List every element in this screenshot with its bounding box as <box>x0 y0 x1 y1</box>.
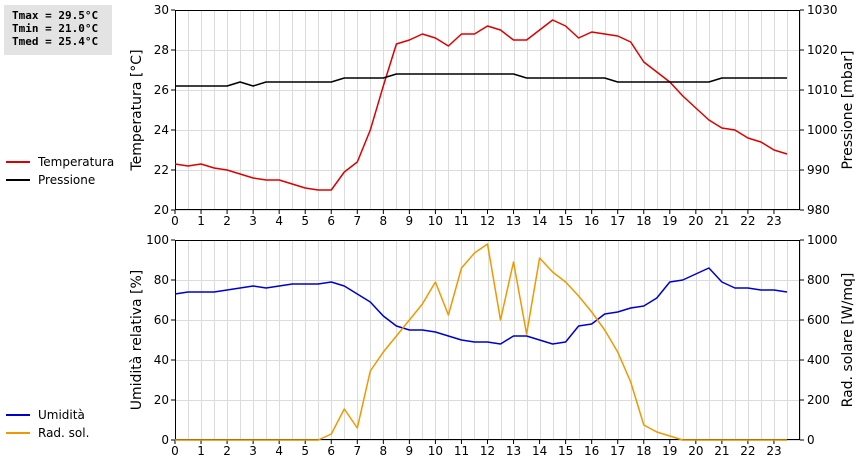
x-tick-label: 5 <box>301 444 309 458</box>
x-tick-label: 23 <box>766 444 781 458</box>
y2-tick-label: 980 <box>807 203 830 217</box>
x-tick-label: 6 <box>327 214 335 228</box>
y2-tick-label: 1010 <box>807 83 838 97</box>
x-tick-label: 6 <box>327 444 335 458</box>
x-tick-label: 13 <box>506 214 521 228</box>
x-tick-label: 7 <box>353 214 361 228</box>
x-tick-label: 21 <box>714 444 729 458</box>
x-tick-label: 2 <box>223 444 231 458</box>
y2-axis-title: Rad. solare [W/mq] <box>840 273 856 408</box>
x-tick-label: 16 <box>584 444 599 458</box>
stats-box: Tmax = 29.5°C Tmin = 21.0°C Tmed = 25.4°… <box>4 5 112 55</box>
x-tick-label: 12 <box>480 444 495 458</box>
y-tick-label: 22 <box>154 163 169 177</box>
chart-panel-1: 0 1 2 3 4 5 6 7 8 9 10 11 12 13 14 15 16 17 18 19 20 21 22 2320… <box>6 3 856 228</box>
x-tick-label: 5 <box>301 214 309 228</box>
legend-label: Temperatura <box>37 155 114 169</box>
y-tick-label: 20 <box>154 203 169 217</box>
chart-panel-2: 0 1 2 3 4 5 6 7 8 9 10 11 12 13 14 15 16 17 18 19 20 21 22 2302… <box>6 233 856 458</box>
y2-tick-label: 400 <box>807 353 830 367</box>
series-line-0 <box>174 267 788 345</box>
plot-frame <box>175 240 800 440</box>
y2-tick-label: 1000 <box>807 123 838 137</box>
x-tick-label: 18 <box>636 214 651 228</box>
y-tick-label: 28 <box>154 43 169 57</box>
x-tick-label: 2 <box>223 214 231 228</box>
y-axis-title: Umidità relativa [%] <box>129 270 145 411</box>
x-tick-label: 7 <box>353 444 361 458</box>
x-tick-label: 19 <box>662 444 677 458</box>
y2-tick-label: 600 <box>807 313 830 327</box>
stat-tmin: Tmin = 21.0°C <box>12 22 99 35</box>
series-line-0 <box>174 19 788 191</box>
x-tick-label: 16 <box>584 214 599 228</box>
y-tick-label: 0 <box>161 433 169 447</box>
x-tick-label: 3 <box>249 444 257 458</box>
x-tick-label: 9 <box>406 444 414 458</box>
y-tick-label: 100 <box>146 233 169 247</box>
stat-tmed: Tmed = 25.4°C <box>12 35 99 48</box>
y-tick-label: 24 <box>154 123 169 137</box>
x-tick-label: 3 <box>249 214 257 228</box>
y2-axis-title: Pressione [mbar] <box>840 50 856 169</box>
x-tick-label: 9 <box>406 214 414 228</box>
y-tick-label: 40 <box>154 353 169 367</box>
plot-frame <box>175 10 800 210</box>
x-tick-label: 1 <box>197 214 205 228</box>
x-tick-label: 22 <box>740 214 755 228</box>
y-tick-label: 60 <box>154 313 169 327</box>
y2-tick-label: 1030 <box>807 3 838 17</box>
x-tick-label: 23 <box>766 214 781 228</box>
y-axis-title: Temperatura [°C] <box>129 49 145 171</box>
x-tick-label: 21 <box>714 214 729 228</box>
x-tick-label: 15 <box>558 214 573 228</box>
x-tick-label: 10 <box>428 444 443 458</box>
legend-label: Rad. sol. <box>38 426 89 440</box>
x-tick-label: 10 <box>428 214 443 228</box>
x-tick-label: 18 <box>636 444 651 458</box>
series-line-1 <box>175 73 787 87</box>
x-tick-label: 20 <box>688 214 703 228</box>
legend-label: Pressione <box>38 173 95 187</box>
y2-tick-label: 0 <box>807 433 815 447</box>
x-tick-label: 22 <box>740 444 755 458</box>
x-tick-label: 14 <box>532 214 547 228</box>
y-tick-label: 26 <box>154 83 169 97</box>
y2-tick-label: 990 <box>807 163 830 177</box>
x-tick-label: 13 <box>506 444 521 458</box>
x-tick-label: 15 <box>558 444 573 458</box>
x-tick-label: 20 <box>688 444 703 458</box>
x-tick-label: 8 <box>380 444 388 458</box>
x-tick-label: 4 <box>275 214 283 228</box>
y-tick-label: 20 <box>154 393 169 407</box>
x-tick-label: 14 <box>532 444 547 458</box>
y2-tick-label: 1020 <box>807 43 838 57</box>
x-tick-label: 0 <box>171 444 179 458</box>
series-line-1 <box>175 243 787 441</box>
y2-tick-label: 200 <box>807 393 830 407</box>
x-tick-label: 17 <box>610 444 625 458</box>
x-tick-label: 12 <box>480 214 495 228</box>
x-tick-label: 11 <box>454 214 469 228</box>
y-tick-label: 80 <box>154 273 169 287</box>
x-tick-label: 17 <box>610 214 625 228</box>
x-tick-label: 11 <box>454 444 469 458</box>
x-tick-label: 8 <box>380 214 388 228</box>
y2-tick-label: 1000 <box>807 233 838 247</box>
x-tick-label: 4 <box>275 444 283 458</box>
x-tick-label: 1 <box>197 444 205 458</box>
x-tick-label: 19 <box>662 214 677 228</box>
y2-tick-label: 800 <box>807 273 830 287</box>
legend-label: Umidità <box>38 408 85 422</box>
stat-tmax: Tmax = 29.5°C <box>12 9 99 22</box>
x-tick-label: 0 <box>171 214 179 228</box>
y-tick-label: 30 <box>154 3 169 17</box>
